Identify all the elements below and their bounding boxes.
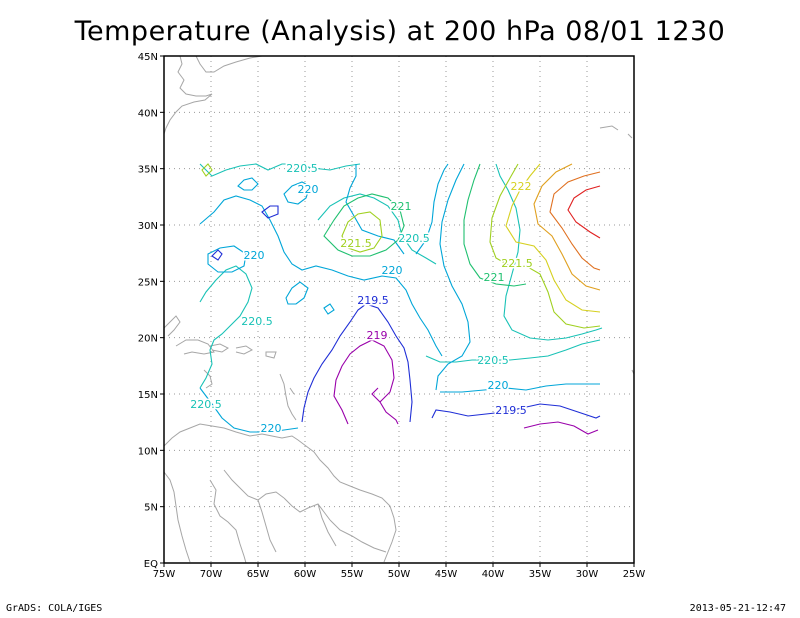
map-title: Temperature (Analysis) at 200 hPa 08/01 … [74, 16, 726, 47]
contour-219 [333, 339, 399, 425]
contour-220.5 [199, 163, 361, 177]
contour-220 [199, 387, 299, 433]
y-tick-label: 45N [138, 52, 158, 63]
contour-220 [440, 383, 600, 393]
contour-220 [199, 195, 443, 357]
contour-222 [505, 163, 601, 313]
x-tick-label: 35W [529, 569, 552, 580]
x-tick-label: 25W [623, 569, 646, 580]
contour-label: 220 [488, 379, 509, 392]
y-tick-label: 15N [138, 390, 158, 401]
contour-label: 222 [511, 180, 532, 193]
contour-label: 220 [298, 183, 319, 196]
contour-label: 221.5 [501, 257, 533, 270]
contour-lines [199, 163, 603, 435]
y-tick-label: 25N [138, 277, 158, 288]
contour-label: 219.5 [495, 404, 527, 417]
y-tick-label: EQ [144, 559, 158, 570]
contour-219.5 [261, 205, 279, 219]
contour-label: 219.5 [357, 294, 389, 307]
y-tick-label: 35N [138, 165, 158, 176]
contour-220 [283, 181, 311, 205]
contour-221 [323, 193, 405, 257]
contour-label: 220 [261, 422, 282, 435]
contour-220 [323, 303, 335, 315]
contour-220.5 [199, 265, 253, 389]
contour-label: 220.5 [190, 398, 222, 411]
contour-220 [285, 281, 309, 305]
contour-label: 220 [244, 249, 265, 262]
contour-label: 220 [382, 264, 403, 277]
contour-220 [345, 164, 405, 255]
coastlines [163, 55, 635, 564]
gridlines [164, 56, 634, 563]
x-tick-label: 50W [388, 569, 411, 580]
contour-219.5 [431, 403, 601, 419]
contour-222.5 [533, 163, 601, 291]
timestamp: 2013-05-21-12:47 [689, 603, 786, 614]
contour-220 [415, 163, 449, 255]
contour-223 [549, 171, 601, 271]
y-tick-label: 10N [138, 446, 158, 457]
contour-221 [463, 163, 527, 287]
x-tick-label: 45W [435, 569, 458, 580]
contour-label: 220.5 [241, 315, 273, 328]
contour-220.5 [495, 163, 603, 341]
x-tick-label: 55W [341, 569, 364, 580]
contour-labels: 220.5 220 221 222 221.5 220.5 221.5 220 220 221 21… [189, 161, 535, 437]
contour-221.5 [489, 163, 601, 329]
x-tick-label: 70W [200, 569, 223, 580]
x-tick-label: 60W [294, 569, 317, 580]
contour-220 [237, 177, 259, 191]
contour-label: 221 [391, 200, 412, 213]
contour-221.5 [201, 163, 213, 177]
y-tick-label: 20N [138, 334, 158, 345]
x-tick-label: 75W [153, 569, 176, 580]
x-tick-label: 65W [247, 569, 270, 580]
y-tick-label: 40N [138, 108, 158, 119]
contour-223.5 [567, 185, 601, 239]
contour-219.5 [211, 249, 223, 261]
y-tick-label: 5N [144, 503, 158, 514]
contour-220 [207, 245, 247, 273]
y-axis-ticks: EQ 5N 10N 15N 20N 25N 30N 35N 40N 45N [138, 52, 164, 570]
x-tick-label: 30W [576, 569, 599, 580]
x-tick-label: 40W [482, 569, 505, 580]
contour-label: 221 [484, 271, 505, 284]
contour-label: 220.5 [286, 162, 318, 175]
contour-label: 221.5 [340, 237, 372, 250]
contour-220.5 [425, 339, 601, 363]
contour-219 [523, 421, 599, 435]
contour-221.5 [341, 211, 383, 253]
contour-219.5 [301, 303, 413, 423]
contour-label: 220.5 [477, 354, 509, 367]
x-axis-ticks: 75W 70W 65W 60W 55W 50W 45W 40W 35W 30W 25W [153, 563, 646, 580]
contour-label: 219 [367, 329, 388, 342]
contour-220 [435, 163, 471, 391]
grads-credit: GrADS: COLA/IGES [6, 603, 103, 614]
contour-label: 220.5 [398, 232, 430, 245]
contour-219 [371, 387, 381, 403]
y-tick-label: 30N [138, 221, 158, 232]
